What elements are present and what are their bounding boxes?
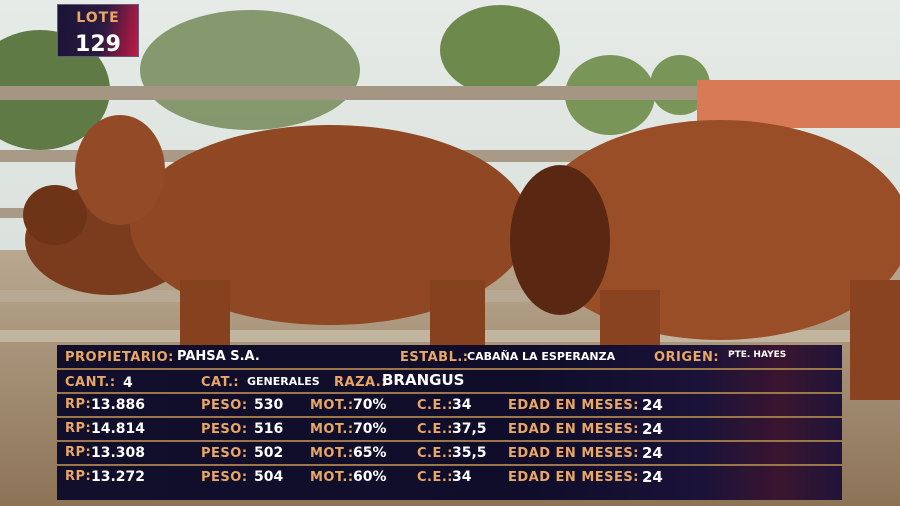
rp-value: 13.272 <box>91 469 146 485</box>
rp-value: 14.814 <box>91 421 146 437</box>
rp-label: RP: <box>65 421 92 436</box>
category-row: CANT.: 4 CAT.: GENERALES RAZA.: BRANGUS <box>57 370 842 394</box>
ce-label: C.E.: <box>417 422 453 437</box>
edad-value: 24 <box>642 468 663 486</box>
owner-row: PROPIETARIO: PAHSA S.A. ESTABL.: CABAÑA … <box>57 345 842 370</box>
mot-value: 70% <box>353 421 387 437</box>
peso-label: PESO: <box>201 398 248 413</box>
ce-value: 35,5 <box>452 445 487 461</box>
animal-row: RP: 13.272 PESO: 504 MOT.: 60% C.E.: 34 … <box>57 466 842 490</box>
establ-label: ESTABL.: <box>400 350 469 365</box>
mot-value: 65% <box>353 445 387 461</box>
peso-label: PESO: <box>201 446 248 461</box>
rp-label: RP: <box>65 469 92 484</box>
cant-label: CANT.: <box>65 375 116 390</box>
edad-label: EDAD EN MESES: <box>508 398 639 413</box>
peso-value: 504 <box>254 469 284 485</box>
rp-value: 13.308 <box>91 445 146 461</box>
mot-label: MOT.: <box>310 398 354 413</box>
origen-value: PTE. HAYES <box>728 350 787 360</box>
peso-label: PESO: <box>201 422 248 437</box>
animal-row: RP: 13.886 PESO: 530 MOT.: 70% C.E.: 34 … <box>57 394 842 418</box>
mot-value: 70% <box>353 397 387 413</box>
rp-label: RP: <box>65 397 92 412</box>
mot-label: MOT.: <box>310 470 354 485</box>
mot-label: MOT.: <box>310 446 354 461</box>
cat-value: GENERALES <box>247 375 320 388</box>
peso-value: 530 <box>254 397 284 413</box>
animal-row: RP: 13.308 PESO: 502 MOT.: 65% C.E.: 35,… <box>57 442 842 466</box>
lot-label: LOTE <box>76 10 120 26</box>
lot-info-panel: PROPIETARIO: PAHSA S.A. ESTABL.: CABAÑA … <box>57 345 842 500</box>
edad-value: 24 <box>642 444 663 462</box>
propietario-value: PAHSA S.A. <box>177 349 260 364</box>
origen-label: ORIGEN: <box>654 350 720 365</box>
ce-value: 34 <box>452 397 472 413</box>
edad-value: 24 <box>642 420 663 438</box>
rp-value: 13.886 <box>91 397 146 413</box>
ce-label: C.E.: <box>417 470 453 485</box>
rp-label: RP: <box>65 445 92 460</box>
ce-label: C.E.: <box>417 398 453 413</box>
animal-row: RP: 14.814 PESO: 516 MOT.: 70% C.E.: 37,… <box>57 418 842 442</box>
lot-number-badge: LOTE 129 <box>57 4 139 57</box>
ce-label: C.E.: <box>417 446 453 461</box>
establ-value: CABAÑA LA ESPERANZA <box>467 350 616 363</box>
edad-label: EDAD EN MESES: <box>508 446 639 461</box>
cat-label: CAT.: <box>201 375 240 390</box>
edad-value: 24 <box>642 396 663 414</box>
ce-value: 34 <box>452 469 472 485</box>
raza-label: RAZA.: <box>334 375 387 390</box>
mot-value: 60% <box>353 469 387 485</box>
peso-label: PESO: <box>201 470 248 485</box>
peso-value: 502 <box>254 445 284 461</box>
peso-value: 516 <box>254 421 284 437</box>
propietario-label: PROPIETARIO: <box>65 350 174 365</box>
mot-label: MOT.: <box>310 422 354 437</box>
ce-value: 37,5 <box>452 421 487 437</box>
edad-label: EDAD EN MESES: <box>508 470 639 485</box>
edad-label: EDAD EN MESES: <box>508 422 639 437</box>
lot-number: 129 <box>75 32 121 57</box>
raza-value: BRANGUS <box>382 371 465 389</box>
cant-value: 4 <box>123 375 133 391</box>
